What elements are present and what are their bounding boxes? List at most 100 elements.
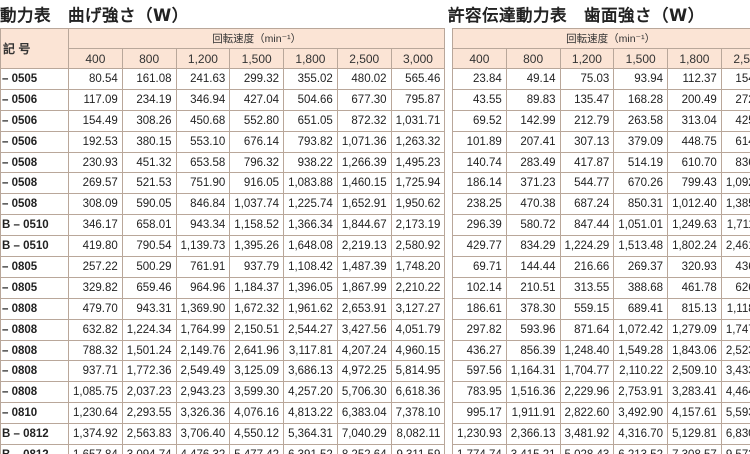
power-value-cell: 5,129.81 bbox=[667, 423, 722, 446]
model-code: – 0508 bbox=[0, 172, 69, 195]
power-value-cell: 2,509.10 bbox=[667, 360, 722, 383]
model-code: – 0810 bbox=[0, 402, 69, 425]
power-value-cell: 943.31 bbox=[121, 297, 177, 320]
power-value-cell: 1,495.23 bbox=[390, 151, 446, 174]
power-value-cell: 653.58 bbox=[175, 151, 231, 174]
power-value-cell: 856.39 bbox=[505, 339, 561, 362]
table-row: 1,230.93 2,366.13 3,481.92 4,316.70 5,129.81… bbox=[452, 423, 750, 446]
power-value-cell: 1,279.09 bbox=[667, 318, 722, 341]
model-code: B – 0812 bbox=[0, 423, 69, 446]
power-value-cell: 313.04 bbox=[667, 109, 722, 132]
power-value-cell: 216.66 bbox=[559, 256, 615, 278]
power-value-cell: 7,040.29 bbox=[336, 423, 392, 446]
power-value-cell: 626.8 bbox=[720, 276, 750, 299]
power-value-cell: 964.96 bbox=[175, 276, 231, 299]
rpm-header-row: 400 800 1,200 1,500 1,800 2,500 3,000 bbox=[1, 48, 446, 69]
power-value-cell: 1,652.91 bbox=[336, 193, 392, 216]
power-value-cell: 1,772.36 bbox=[121, 360, 177, 383]
power-value-cell: 2,293.55 bbox=[121, 402, 177, 425]
table-row: – 0506 117.09 234.19 346.94 427.04 504.66 677.… bbox=[0, 88, 446, 111]
power-value-cell: 461.78 bbox=[667, 276, 722, 299]
table-row: – 0505 80.54 161.08 241.63 299.32 355.02 480.0… bbox=[0, 68, 446, 90]
power-value-cell: 161.08 bbox=[121, 68, 177, 90]
model-code: B – 0510 bbox=[0, 235, 69, 258]
power-value-cell: 2,366.13 bbox=[505, 423, 561, 446]
power-value-cell: 872.32 bbox=[336, 109, 392, 132]
power-value-cell: 307.13 bbox=[559, 130, 615, 153]
power-value-cell: 450.68 bbox=[175, 109, 231, 132]
table-row: – 0808 937.71 1,772.36 2,549.49 3,125.09 3,68… bbox=[0, 360, 446, 383]
power-value-cell: 272.9 bbox=[720, 88, 750, 111]
power-value-cell: 1,139.73 bbox=[175, 235, 231, 258]
power-value-cell: 4,960.15 bbox=[390, 339, 446, 362]
model-code: B – 0812 bbox=[0, 444, 69, 454]
power-value-cell: 1,725.94 bbox=[390, 172, 446, 195]
rpm-header: 2,50 bbox=[720, 48, 750, 69]
power-value-cell: 4,207.24 bbox=[336, 339, 392, 362]
power-value-cell: 154.0 bbox=[720, 68, 750, 90]
table-row: 995.17 1,911.91 2,822.60 3,492.90 4,157.61 5,… bbox=[452, 402, 750, 425]
power-value-cell: 1,513.48 bbox=[613, 235, 669, 258]
power-value-cell: 1,225.74 bbox=[283, 193, 338, 216]
power-value-cell: 6,391.52 bbox=[283, 444, 338, 454]
power-value-cell: 1,711.3 bbox=[720, 214, 750, 237]
power-value-cell: 795.87 bbox=[390, 88, 446, 111]
power-value-cell: 168.28 bbox=[613, 88, 669, 111]
table-row: 1,774.743,415.215,028.436,213.527,308.57… bbox=[452, 444, 750, 454]
power-value-cell: 135.47 bbox=[559, 88, 615, 111]
table-row: 783.95 1,516.36 2,229.96 2,753.91 3,283.41 4,… bbox=[452, 381, 750, 404]
power-value-cell: 3,415.21 bbox=[505, 444, 561, 454]
power-value-cell: 1,774.74 bbox=[452, 444, 507, 454]
model-code: – 0506 bbox=[0, 88, 69, 111]
power-value-cell: 93.94 bbox=[613, 68, 669, 90]
bending-strength-title: 動力表 曲げ強さ（W） bbox=[0, 6, 189, 25]
power-value-cell: 836.3 bbox=[720, 151, 750, 174]
power-value-cell: 799.43 bbox=[667, 172, 722, 195]
power-value-cell: 2,219.13 bbox=[336, 235, 392, 258]
power-value-cell: 610.70 bbox=[667, 151, 722, 174]
power-value-cell: 263.58 bbox=[613, 109, 669, 132]
power-value-cell: 580.72 bbox=[505, 214, 561, 237]
power-value-cell: 142.99 bbox=[505, 109, 561, 132]
power-value-cell: 871.64 bbox=[559, 318, 615, 341]
power-value-cell: 651.05 bbox=[283, 109, 338, 132]
power-value-cell: 5,593.5 bbox=[720, 402, 750, 425]
table-row: – 0805 257.22 500.29 761.91 937.79 1,108.42 1,… bbox=[0, 256, 446, 278]
power-value-cell: 2,149.76 bbox=[175, 339, 231, 362]
power-value-cell: 500.29 bbox=[121, 256, 177, 278]
model-code: – 0506 bbox=[0, 109, 69, 132]
power-value-cell: 2,150.51 bbox=[229, 318, 285, 341]
power-value-cell: 4,257.20 bbox=[283, 381, 338, 404]
power-value-cell: 80.54 bbox=[68, 68, 123, 90]
power-value-cell: 371.23 bbox=[505, 172, 561, 195]
power-value-cell: 436.0 bbox=[720, 256, 750, 278]
power-value-cell: 1,961.62 bbox=[283, 297, 338, 320]
model-code: – 0505 bbox=[0, 68, 69, 90]
table-row: B – 0812 1,374.92 2,563.83 3,706.40 4,550.12… bbox=[0, 423, 446, 446]
power-value-cell: 2,229.96 bbox=[559, 381, 615, 404]
power-value-cell: 937.71 bbox=[68, 360, 123, 383]
power-value-cell: 200.49 bbox=[667, 88, 722, 111]
power-value-cell: 916.05 bbox=[229, 172, 285, 195]
power-value-cell: 186.14 bbox=[452, 172, 507, 195]
power-value-cell: 283.49 bbox=[505, 151, 561, 174]
power-value-cell: 4,464.1 bbox=[720, 381, 750, 404]
power-value-cell: 521.53 bbox=[121, 172, 177, 195]
power-value-cell: 1,266.39 bbox=[336, 151, 392, 174]
power-value-cell: 2,822.60 bbox=[559, 402, 615, 425]
power-value-cell: 154.49 bbox=[68, 109, 123, 132]
power-value-cell: 815.13 bbox=[667, 297, 722, 320]
power-value-cell: 6,383.04 bbox=[336, 402, 392, 425]
power-value-cell: 834.29 bbox=[505, 235, 561, 258]
power-value-cell: 6,213.52 bbox=[613, 444, 669, 454]
power-value-cell: 1,083.88 bbox=[283, 172, 338, 195]
power-value-cell: 308.09 bbox=[68, 193, 123, 216]
power-value-cell: 3,127.27 bbox=[390, 297, 446, 320]
table-row: – 0506 154.49 308.26 450.68 552.80 651.05 872.… bbox=[0, 109, 446, 132]
power-value-cell: 8,252.64 bbox=[336, 444, 392, 454]
power-value-cell: 4,316.70 bbox=[613, 423, 669, 446]
power-value-cell: 4,476.32 bbox=[175, 444, 231, 454]
